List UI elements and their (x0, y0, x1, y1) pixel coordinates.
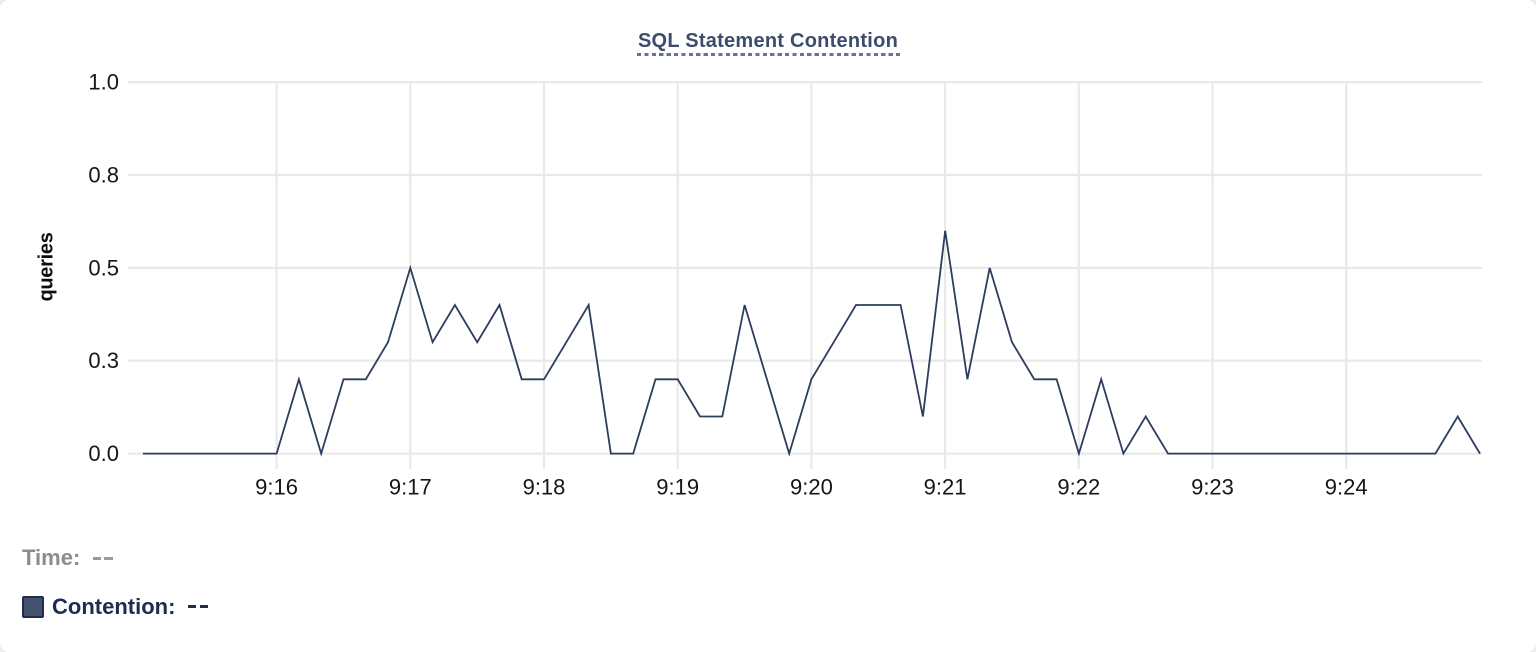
svg-text:9:22: 9:22 (1057, 475, 1100, 500)
svg-text:0.5: 0.5 (88, 255, 119, 280)
svg-text:9:18: 9:18 (523, 475, 566, 500)
svg-text:0.0: 0.0 (88, 441, 119, 466)
svg-text:9:21: 9:21 (924, 475, 967, 500)
svg-text:9:20: 9:20 (790, 475, 833, 500)
svg-text:0.3: 0.3 (88, 348, 119, 373)
svg-text:1.0: 1.0 (88, 70, 119, 95)
svg-text:0.8: 0.8 (88, 163, 119, 188)
svg-text:9:23: 9:23 (1191, 475, 1234, 500)
svg-text:9:24: 9:24 (1325, 475, 1368, 500)
svg-text:9:17: 9:17 (389, 475, 432, 500)
svg-text:9:16: 9:16 (255, 475, 298, 500)
svg-text:9:19: 9:19 (656, 475, 699, 500)
